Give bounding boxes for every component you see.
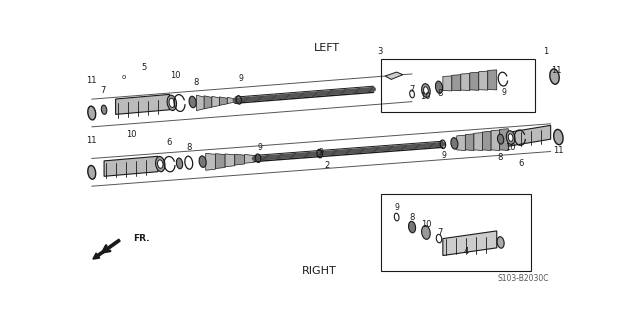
- Text: 11: 11: [553, 146, 564, 155]
- Ellipse shape: [167, 95, 177, 110]
- Bar: [381, 194, 531, 271]
- Polygon shape: [465, 134, 474, 150]
- Polygon shape: [461, 74, 470, 91]
- Text: 3: 3: [377, 47, 382, 56]
- Polygon shape: [491, 130, 500, 150]
- Text: 8: 8: [410, 213, 415, 222]
- Text: 6: 6: [519, 159, 524, 168]
- Polygon shape: [215, 154, 225, 169]
- Text: 11: 11: [86, 76, 97, 85]
- Ellipse shape: [451, 138, 458, 149]
- Text: 5: 5: [142, 63, 147, 72]
- Ellipse shape: [408, 221, 415, 233]
- Polygon shape: [235, 154, 244, 165]
- Ellipse shape: [508, 134, 513, 141]
- Text: 10: 10: [422, 220, 432, 229]
- Polygon shape: [196, 95, 204, 111]
- Text: 8: 8: [186, 143, 191, 152]
- Polygon shape: [479, 71, 488, 90]
- Polygon shape: [508, 125, 551, 146]
- Text: 10: 10: [420, 92, 431, 101]
- Ellipse shape: [102, 105, 107, 114]
- Text: 8: 8: [437, 89, 443, 98]
- Ellipse shape: [177, 158, 183, 169]
- Ellipse shape: [550, 69, 559, 84]
- Polygon shape: [204, 96, 212, 109]
- Text: LEFT: LEFT: [314, 43, 340, 52]
- Ellipse shape: [497, 237, 504, 248]
- Ellipse shape: [506, 131, 515, 144]
- Polygon shape: [483, 131, 491, 150]
- Text: 6: 6: [167, 138, 172, 147]
- Text: 7: 7: [437, 228, 443, 237]
- Polygon shape: [227, 97, 235, 104]
- Polygon shape: [470, 72, 479, 90]
- Text: FR.: FR.: [133, 234, 150, 243]
- FancyArrow shape: [93, 239, 120, 259]
- Text: 11: 11: [86, 136, 97, 145]
- Text: 1: 1: [543, 47, 548, 56]
- Text: 4: 4: [464, 247, 469, 256]
- Ellipse shape: [199, 156, 206, 167]
- Polygon shape: [206, 153, 215, 170]
- Ellipse shape: [554, 129, 563, 145]
- Polygon shape: [212, 96, 220, 107]
- Polygon shape: [488, 70, 497, 90]
- Polygon shape: [225, 154, 235, 167]
- Polygon shape: [443, 231, 497, 256]
- Ellipse shape: [422, 226, 431, 239]
- Ellipse shape: [189, 96, 196, 108]
- Polygon shape: [443, 76, 452, 91]
- Ellipse shape: [156, 156, 165, 172]
- Text: 10: 10: [505, 143, 516, 152]
- Text: 9: 9: [257, 143, 262, 152]
- Polygon shape: [457, 135, 465, 150]
- Polygon shape: [474, 132, 483, 150]
- Ellipse shape: [88, 106, 96, 120]
- Text: 9: 9: [501, 88, 506, 97]
- Text: 9: 9: [319, 148, 324, 157]
- Ellipse shape: [497, 134, 504, 144]
- Ellipse shape: [157, 160, 163, 168]
- Text: 8: 8: [497, 153, 502, 162]
- Polygon shape: [385, 72, 403, 79]
- Bar: [381, 60, 535, 112]
- Polygon shape: [452, 75, 461, 91]
- Text: 7: 7: [100, 86, 105, 95]
- Text: S103-B2030C: S103-B2030C: [498, 274, 549, 283]
- Polygon shape: [500, 129, 508, 150]
- Ellipse shape: [424, 87, 428, 94]
- Text: 9: 9: [441, 151, 446, 160]
- Polygon shape: [104, 156, 158, 176]
- Text: RIGHT: RIGHT: [302, 266, 337, 276]
- Text: 9: 9: [239, 74, 244, 83]
- Ellipse shape: [436, 81, 443, 93]
- Ellipse shape: [169, 98, 175, 108]
- Text: 7: 7: [410, 85, 415, 94]
- Ellipse shape: [422, 84, 431, 97]
- Text: 11: 11: [551, 66, 561, 75]
- Text: o: o: [121, 74, 126, 80]
- Polygon shape: [244, 155, 254, 163]
- Ellipse shape: [88, 165, 96, 179]
- Text: 9: 9: [394, 203, 399, 212]
- Polygon shape: [220, 97, 227, 105]
- Text: 10: 10: [126, 130, 137, 139]
- Polygon shape: [116, 94, 170, 114]
- Text: 10: 10: [170, 71, 180, 80]
- Text: 8: 8: [194, 78, 199, 87]
- Text: 2: 2: [324, 161, 330, 170]
